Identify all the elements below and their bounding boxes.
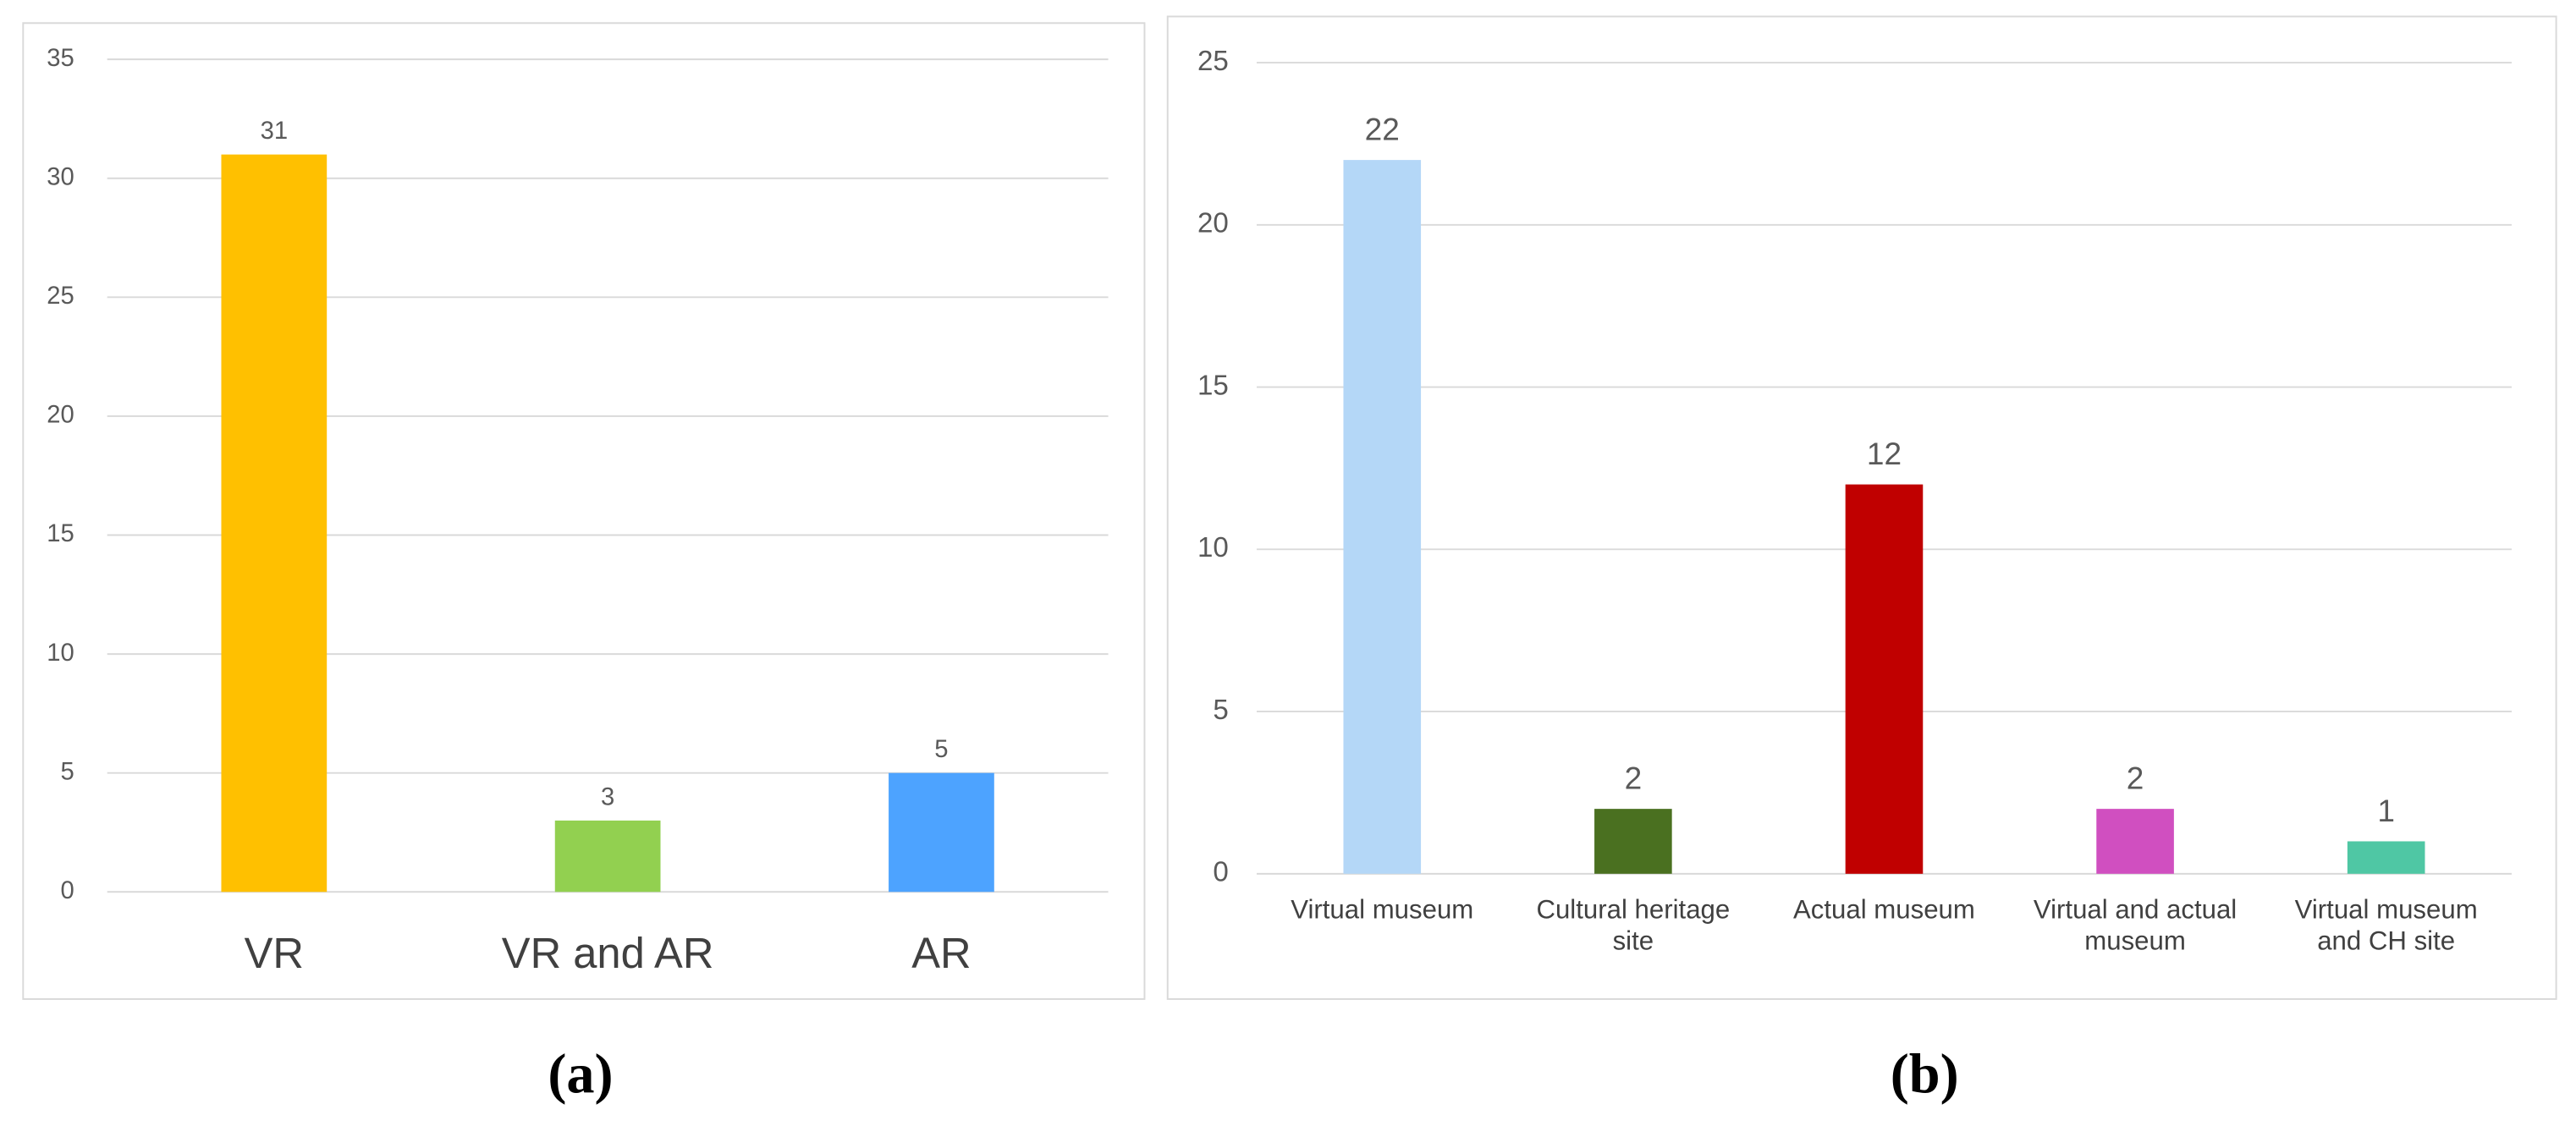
y-tick-label: 10: [1197, 532, 1229, 563]
x-tick-label: VR and AR: [501, 928, 714, 978]
value-label: 2: [1625, 761, 1643, 796]
x-tick-label: AR: [911, 928, 972, 978]
y-tick-label: 20: [1197, 208, 1229, 239]
y-tick-label: 15: [47, 520, 74, 547]
y-tick-label: 10: [47, 640, 74, 667]
x-tick-label: Cultural heritage site: [1536, 897, 1731, 957]
x-tick-label: Virtual museum and CH site: [2294, 897, 2478, 957]
x-label-box: Actual museum: [1792, 897, 1975, 926]
y-tick-label: 30: [47, 163, 74, 190]
y-tick-label: 20: [47, 402, 74, 429]
x-tick-label: Actual museum: [1792, 897, 1975, 926]
y-tick-label: 0: [1213, 857, 1228, 888]
value-label: 1: [2377, 793, 2395, 828]
bar: [889, 772, 994, 893]
y-tick-label: 5: [60, 758, 74, 785]
value-label: 22: [1365, 112, 1400, 147]
caption: (a): [548, 1044, 613, 1106]
x-tick-label: Virtual and actual museum: [2033, 897, 2237, 957]
x-tick-label: Virtual museum: [1291, 897, 1474, 926]
bar: [1845, 484, 1924, 874]
bar: [1594, 809, 1672, 874]
bar: [2347, 841, 2425, 874]
caption: (b): [1891, 1044, 1959, 1106]
x-label-box: Cultural heritage site: [1536, 897, 1731, 957]
value-label: 31: [261, 118, 289, 145]
bar: [2096, 809, 2174, 874]
x-label-box: Virtual museum and CH site: [2294, 897, 2478, 957]
value-label: 5: [934, 736, 948, 763]
x-label-box: Virtual and actual museum: [2033, 897, 2237, 957]
y-tick-label: 35: [47, 45, 74, 72]
y-tick-label: 15: [1197, 370, 1229, 401]
x-label-box: VR and AR: [501, 928, 714, 978]
value-label: 3: [601, 783, 614, 810]
value-label: 12: [1867, 436, 1902, 471]
value-label: 2: [2127, 761, 2144, 796]
y-tick-label: 25: [47, 283, 74, 310]
y-tick-label: 5: [1213, 695, 1228, 726]
bar: [1343, 160, 1422, 874]
bar: [221, 154, 328, 893]
bar: [554, 820, 661, 893]
x-label-box: VR: [244, 928, 305, 978]
y-tick-label: 0: [60, 877, 74, 904]
x-label-box: Virtual museum: [1291, 897, 1474, 926]
x-tick-label: VR: [244, 928, 305, 978]
y-tick-label: 25: [1197, 46, 1229, 77]
x-label-box: AR: [911, 928, 972, 978]
